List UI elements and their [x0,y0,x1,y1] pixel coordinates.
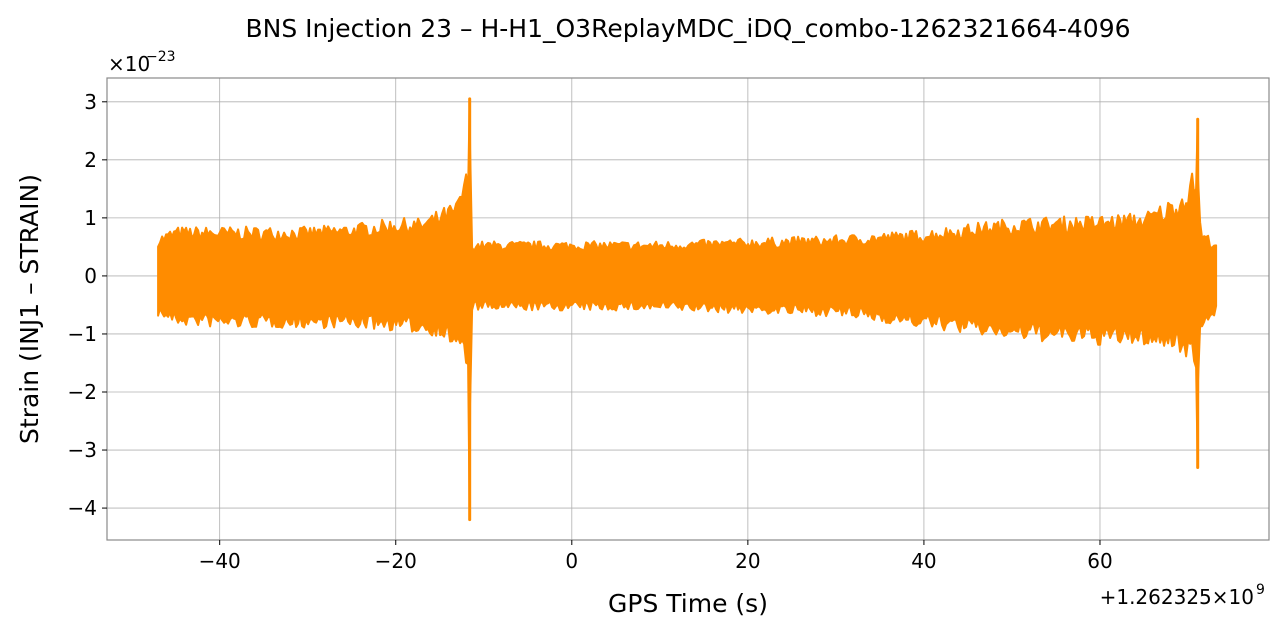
y-tick-label: −4 [68,496,97,520]
y-tick-label: 0 [84,264,97,288]
x-tick-label: 20 [735,549,760,573]
y-axis-label: Strain (INJ1 – STRAIN) [15,174,44,444]
x-axis-label: GPS Time (s) [608,589,768,618]
strain-trace-group [157,97,1218,522]
x-tick-label: 40 [911,549,936,573]
plot-frame [106,77,1270,541]
y-tick-label: 2 [84,148,97,172]
x-offset-text: +1.262325×10 9 [1100,582,1265,609]
x-tick-label: −20 [375,549,417,573]
y-scale-text: ×10 −23 [108,49,176,76]
strain-trace [157,97,1218,521]
y-tick-label: 1 [84,206,97,230]
x-tick-label: 0 [565,549,578,573]
y-tick-label: −3 [68,438,97,462]
ticks: −40 −20 0 20 40 60 −4 −3 −2 −1 0 1 2 3 [68,90,1113,573]
x-tick-label: 60 [1087,549,1112,573]
y-scale-exponent: −23 [146,49,176,65]
x-offset-exponent: 9 [1256,582,1265,598]
y-tick-label: −1 [68,322,97,346]
y-tick-label: 3 [84,90,97,114]
chart-title: BNS Injection 23 – H-H1_O3ReplayMDC_iDQ_… [245,14,1130,43]
x-offset-base: +1.262325×10 [1100,585,1254,609]
y-scale-base: ×10 [108,52,150,76]
y-tick-label: −2 [68,380,97,404]
x-tick-label: −40 [199,549,241,573]
